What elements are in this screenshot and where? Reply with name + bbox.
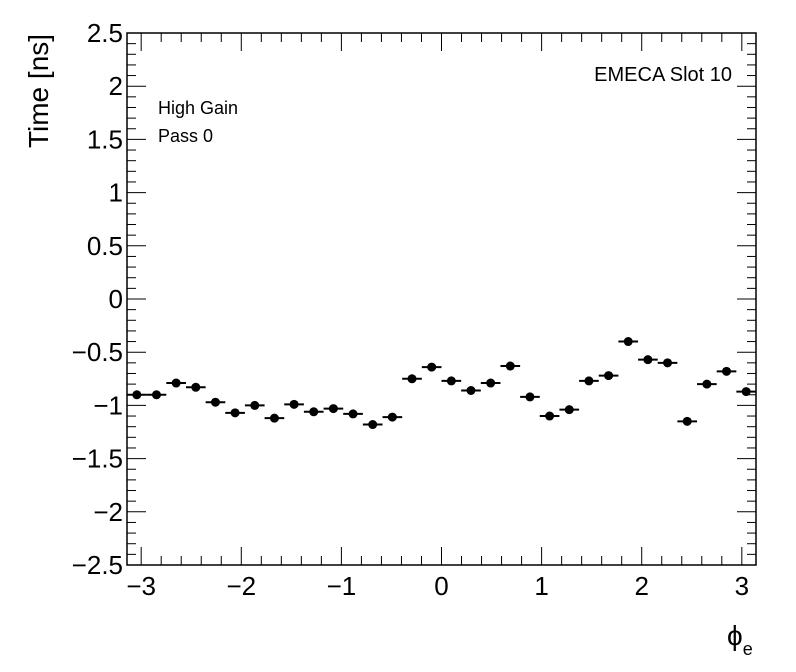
data-point-marker xyxy=(210,397,220,407)
data-point-marker xyxy=(486,378,496,388)
data-point-marker xyxy=(171,378,181,388)
data-point xyxy=(520,392,540,402)
data-point-marker xyxy=(604,371,614,381)
data-point xyxy=(264,413,285,423)
y-tick-label: −1 xyxy=(93,390,123,420)
data-point xyxy=(539,411,560,421)
data-point-marker xyxy=(407,374,417,384)
y-axis-tick-labels: −2.5 −2 −1.5 −1 −0.5 0 0.5 1 1.5 2 2.5 xyxy=(72,18,123,580)
y-axis-title: Time [ns] xyxy=(23,34,54,148)
data-point xyxy=(303,407,324,417)
data-point-marker xyxy=(741,387,751,397)
y-tick-label: −2 xyxy=(93,497,123,527)
data-point-marker xyxy=(368,420,378,430)
slot-annotation: EMECA Slot 10 xyxy=(594,64,732,86)
y-tick-label: −1.5 xyxy=(72,444,123,474)
x-tick-label: 3 xyxy=(735,571,749,601)
gain-annotation: High Gain xyxy=(158,98,238,118)
data-point xyxy=(402,374,422,384)
y-axis-ticks xyxy=(127,32,756,566)
data-point xyxy=(618,337,639,347)
data-point-marker xyxy=(545,411,555,421)
y-tick-label: −2.5 xyxy=(72,550,123,580)
data-point-marker xyxy=(722,366,732,376)
data-point-marker xyxy=(682,416,692,426)
data-point-marker xyxy=(289,399,299,409)
data-point xyxy=(185,382,206,392)
data-point xyxy=(343,409,363,419)
data-point xyxy=(461,386,481,396)
x-tick-label: −2 xyxy=(226,571,256,601)
data-point xyxy=(225,408,245,418)
data-point xyxy=(697,379,717,389)
data-point xyxy=(244,400,265,410)
data-point xyxy=(579,376,599,386)
x-tick-label: 2 xyxy=(634,571,648,601)
data-point xyxy=(500,361,521,371)
data-point xyxy=(638,355,658,365)
data-point xyxy=(323,404,344,414)
data-point-marker xyxy=(663,358,673,368)
data-point-marker xyxy=(230,408,240,418)
y-tick-label: −0.5 xyxy=(72,337,123,367)
data-point-marker xyxy=(505,361,515,371)
data-point xyxy=(362,420,383,430)
y-tick-label: 1.5 xyxy=(87,124,123,154)
data-point-marker xyxy=(250,400,260,410)
data-point-marker xyxy=(525,392,535,402)
y-tick-label: 0.5 xyxy=(87,231,123,261)
data-point-marker xyxy=(702,379,712,389)
data-point xyxy=(598,371,619,381)
y-tick-label: 2.5 xyxy=(87,18,123,48)
data-point-marker xyxy=(348,409,358,419)
x-axis-tick-labels: −3 −2 −1 0 1 2 3 xyxy=(126,571,749,601)
data-point xyxy=(382,412,403,422)
x-axis-title-main: ϕ xyxy=(727,620,743,651)
y-tick-label: 1 xyxy=(109,178,123,208)
data-point-marker xyxy=(328,404,338,414)
x-axis-title-subscript: e xyxy=(743,639,753,659)
x-axis-title: ϕe xyxy=(727,620,753,659)
data-point-marker xyxy=(151,390,161,400)
data-point xyxy=(677,416,698,426)
data-point-marker xyxy=(584,376,594,386)
data-point xyxy=(284,399,304,409)
data-point-marker xyxy=(132,390,142,400)
data-point xyxy=(480,378,501,388)
data-point xyxy=(166,378,186,388)
data-point-marker xyxy=(466,386,476,396)
data-point xyxy=(736,387,756,397)
data-point-marker xyxy=(643,355,653,365)
x-tick-label: 1 xyxy=(534,571,548,601)
data-point xyxy=(716,366,737,376)
x-axis-ticks xyxy=(140,33,743,565)
y-tick-label: 0 xyxy=(109,284,123,314)
data-point-marker xyxy=(427,362,437,372)
data-point-marker xyxy=(623,337,633,347)
data-point xyxy=(441,376,462,386)
data-point-marker xyxy=(387,412,397,422)
x-tick-label: −3 xyxy=(126,571,156,601)
data-point xyxy=(205,397,226,407)
data-point-marker xyxy=(564,405,574,415)
data-point-marker xyxy=(191,382,201,392)
data-point xyxy=(559,405,580,415)
data-point-marker xyxy=(309,407,319,417)
x-tick-label: 0 xyxy=(434,571,448,601)
data-point xyxy=(421,362,442,372)
pass-annotation: Pass 0 xyxy=(158,126,213,146)
data-point xyxy=(127,390,147,400)
data-point xyxy=(146,390,167,400)
x-tick-label: −1 xyxy=(327,571,357,601)
data-point xyxy=(657,358,678,368)
data-point-marker xyxy=(269,413,279,423)
data-points xyxy=(127,337,756,430)
y-tick-label: 2 xyxy=(109,71,123,101)
data-point-marker xyxy=(446,376,456,386)
